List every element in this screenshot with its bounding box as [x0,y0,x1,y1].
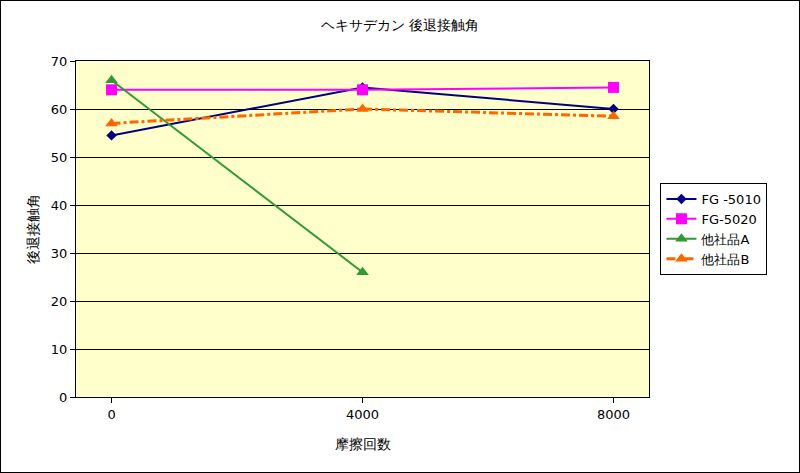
svg-text:8000: 8000 [597,407,630,422]
svg-text:60: 60 [51,102,68,117]
svg-text:摩擦回数: 摩擦回数 [335,436,391,452]
svg-text:後退接触角: 後退接触角 [25,194,41,264]
svg-text:70: 70 [51,54,68,69]
svg-text:他社品A: 他社品A [701,232,749,247]
svg-text:30: 30 [51,246,68,261]
svg-text:0: 0 [59,390,67,405]
svg-text:FG -5010: FG -5010 [701,192,760,207]
svg-text:40: 40 [51,198,68,213]
svg-text:20: 20 [51,294,68,309]
svg-text:10: 10 [51,342,68,357]
svg-text:4000: 4000 [346,407,379,422]
svg-text:0: 0 [107,407,115,422]
svg-text:50: 50 [51,150,68,165]
svg-text:他社品B: 他社品B [701,252,749,267]
svg-text:ヘキサデカン 後退接触角: ヘキサデカン 後退接触角 [321,17,479,33]
svg-text:FG-5020: FG-5020 [701,212,756,227]
